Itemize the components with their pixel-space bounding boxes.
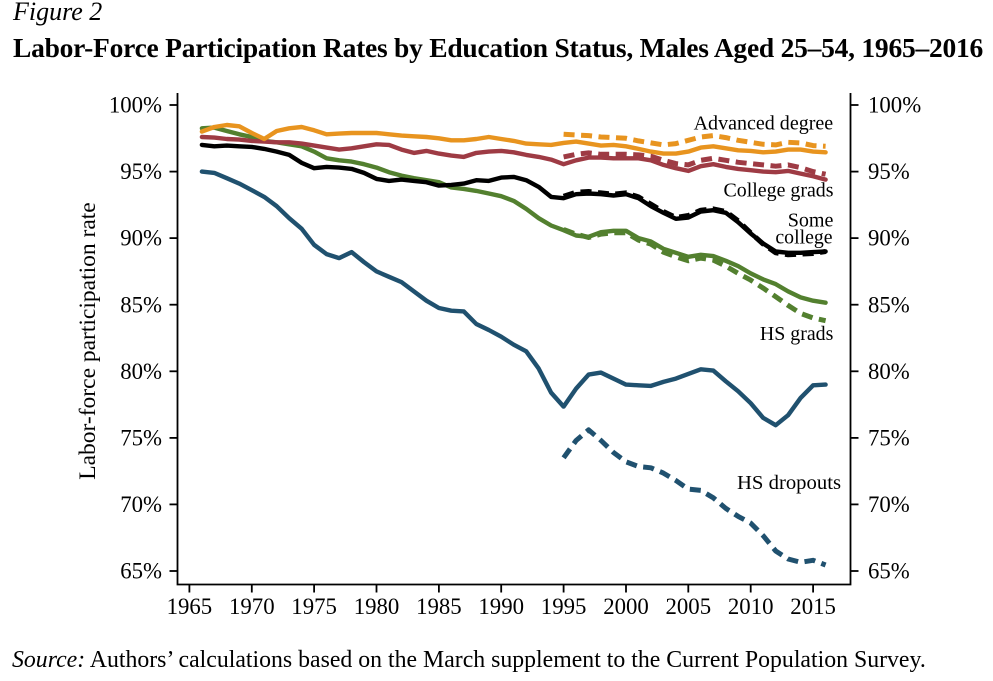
svg-text:70%: 70%	[120, 492, 162, 517]
svg-text:HS dropouts: HS dropouts	[737, 472, 841, 494]
svg-text:90%: 90%	[120, 226, 162, 251]
svg-text:Labor-force participation rate: Labor-force participation rate	[75, 202, 101, 479]
svg-text:70%: 70%	[868, 492, 910, 517]
svg-text:80%: 80%	[120, 359, 162, 384]
svg-text:95%: 95%	[868, 159, 910, 184]
svg-text:85%: 85%	[120, 292, 162, 317]
svg-text:1990: 1990	[478, 594, 524, 619]
svg-text:85%: 85%	[868, 292, 910, 317]
svg-text:75%: 75%	[868, 426, 910, 451]
svg-text:1970: 1970	[229, 594, 275, 619]
svg-text:Advanced degree: Advanced degree	[694, 113, 834, 135]
svg-text:2010: 2010	[728, 594, 774, 619]
svg-text:1965: 1965	[167, 594, 213, 619]
svg-text:65%: 65%	[120, 559, 162, 584]
svg-text:HS grads: HS grads	[760, 323, 834, 345]
svg-text:75%: 75%	[120, 426, 162, 451]
svg-text:1995: 1995	[541, 594, 587, 619]
svg-text:Some: Some	[788, 209, 834, 231]
svg-text:100%: 100%	[868, 93, 921, 118]
svg-text:100%: 100%	[109, 93, 162, 118]
svg-text:1980: 1980	[354, 594, 400, 619]
svg-text:2000: 2000	[603, 594, 649, 619]
svg-text:1975: 1975	[291, 594, 337, 619]
svg-text:65%: 65%	[868, 559, 910, 584]
svg-text:college: college	[775, 227, 832, 249]
svg-text:80%: 80%	[868, 359, 910, 384]
svg-text:2005: 2005	[666, 594, 712, 619]
svg-text:College grads: College grads	[724, 180, 834, 202]
svg-text:90%: 90%	[868, 226, 910, 251]
svg-text:95%: 95%	[120, 159, 162, 184]
svg-text:2015: 2015	[790, 594, 836, 619]
svg-text:1985: 1985	[416, 594, 462, 619]
